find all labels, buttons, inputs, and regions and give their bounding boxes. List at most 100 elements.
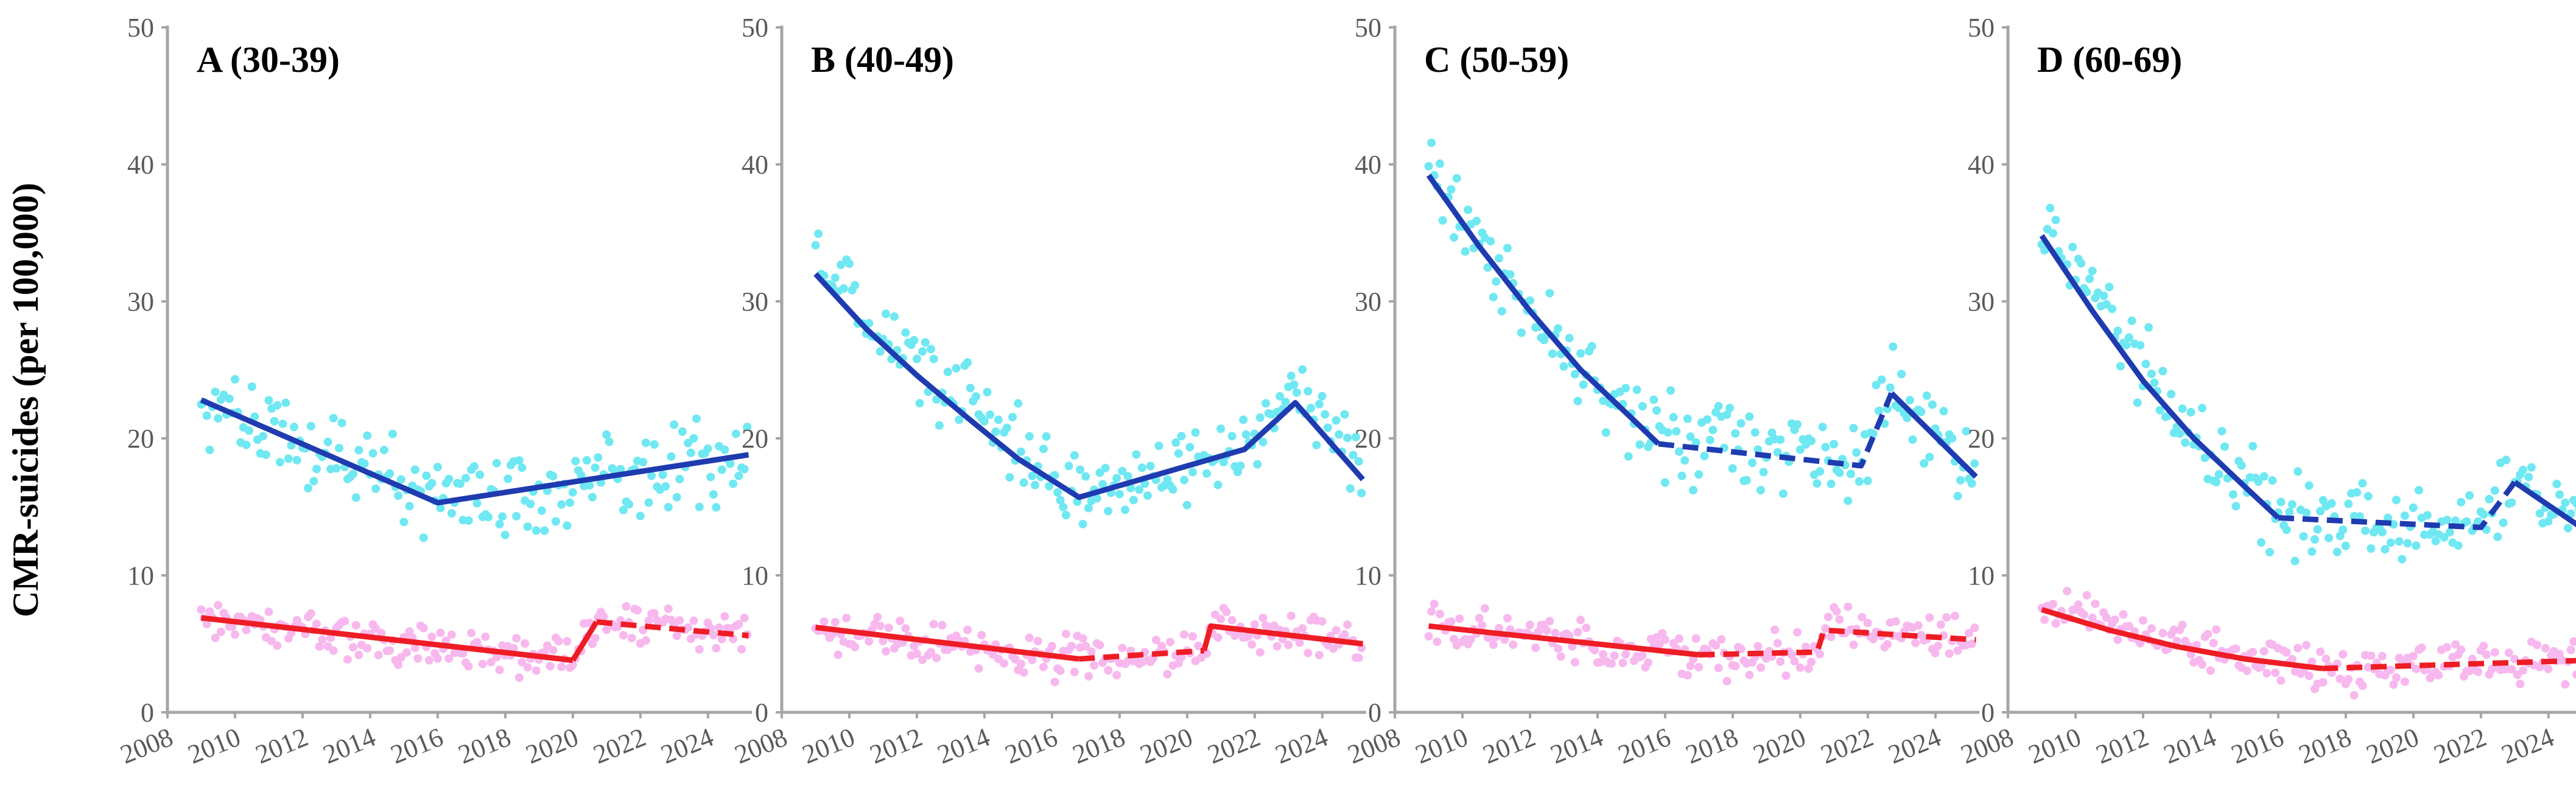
data-point xyxy=(1492,277,1501,286)
data-point xyxy=(952,363,961,373)
data-point xyxy=(2082,591,2091,600)
data-point xyxy=(1714,402,1723,411)
data-point xyxy=(1632,385,1641,395)
data-point xyxy=(884,623,893,633)
data-point xyxy=(1248,640,1256,649)
data-point xyxy=(1554,644,1563,653)
data-point xyxy=(354,650,363,659)
data-point xyxy=(1953,646,1962,655)
y-tick-label: 40 xyxy=(127,150,154,180)
data-point xyxy=(2203,630,2213,639)
data-point xyxy=(1897,370,1906,379)
data-point xyxy=(1050,471,1059,480)
data-point xyxy=(2378,651,2387,661)
data-point xyxy=(2493,532,2502,541)
data-point xyxy=(396,475,405,484)
data-point xyxy=(1121,505,1129,514)
data-point xyxy=(729,479,738,488)
data-point xyxy=(509,644,518,653)
x-tick-label: 2020 xyxy=(2362,722,2423,770)
data-point xyxy=(2178,620,2187,630)
data-point xyxy=(1745,412,1754,421)
data-point xyxy=(1756,486,1765,495)
data-point xyxy=(1042,432,1051,441)
data-point xyxy=(214,414,223,423)
data-point xyxy=(1087,647,1096,656)
x-tick-label: 2022 xyxy=(2430,722,2491,770)
data-point xyxy=(1680,456,1690,465)
data-point xyxy=(281,398,290,407)
data-point xyxy=(865,637,874,646)
data-point xyxy=(650,609,659,618)
data-point xyxy=(1262,399,1271,408)
data-point xyxy=(2302,640,2311,650)
data-point xyxy=(2212,625,2221,634)
data-point xyxy=(876,622,885,631)
data-point xyxy=(2507,498,2516,507)
x-tick-label: 2008 xyxy=(116,722,177,770)
data-point xyxy=(500,530,510,539)
data-point xyxy=(388,429,397,438)
data-point xyxy=(318,635,327,644)
data-point xyxy=(2127,317,2136,325)
data-point xyxy=(616,465,625,474)
data-point xyxy=(901,328,910,337)
data-point xyxy=(2417,643,2426,652)
data-point xyxy=(385,469,395,478)
data-point xyxy=(1016,447,1025,456)
data-point xyxy=(2181,438,2190,447)
data-point xyxy=(901,624,910,633)
data-point xyxy=(2220,442,2229,451)
data-point xyxy=(495,519,504,528)
data-point xyxy=(551,517,560,526)
data-point xyxy=(323,437,332,446)
data-point xyxy=(1795,663,1805,672)
data-point xyxy=(261,450,270,459)
data-point xyxy=(2313,525,2322,534)
data-point xyxy=(1227,432,1237,441)
data-point xyxy=(2138,616,2147,625)
data-point xyxy=(2409,503,2418,512)
red-trend-line-dashed xyxy=(596,619,749,639)
data-point xyxy=(851,281,860,290)
data-point xyxy=(1801,642,1810,651)
data-point xyxy=(1674,634,1683,643)
data-point xyxy=(335,444,343,452)
data-point xyxy=(1028,655,1037,664)
data-point xyxy=(661,482,670,491)
data-point xyxy=(910,642,919,651)
data-point xyxy=(2167,390,2176,399)
data-point xyxy=(1438,216,1447,225)
data-point xyxy=(2124,333,2133,342)
data-point xyxy=(464,516,473,525)
data-point xyxy=(484,513,493,522)
data-point xyxy=(2440,533,2449,542)
data-point xyxy=(876,347,885,356)
data-point xyxy=(1576,349,1585,358)
y-tick-label: 20 xyxy=(1355,424,1381,454)
data-point xyxy=(1236,461,1245,470)
data-point xyxy=(740,613,749,622)
data-point xyxy=(839,284,848,293)
data-point xyxy=(734,471,743,480)
data-point xyxy=(1298,365,1307,374)
data-point xyxy=(1570,658,1579,667)
data-point xyxy=(1911,639,1920,647)
data-point xyxy=(363,431,372,440)
data-point xyxy=(929,354,938,363)
data-point xyxy=(514,456,524,465)
data-point xyxy=(2063,586,2072,595)
data-point xyxy=(1427,138,1436,147)
data-point xyxy=(1793,628,1802,637)
data-point xyxy=(1202,649,1211,658)
data-point xyxy=(963,358,972,367)
data-point xyxy=(1135,485,1144,494)
data-point xyxy=(2217,427,2227,436)
red-trend-line-solid xyxy=(815,625,1079,662)
data-point xyxy=(1480,604,1489,613)
data-point xyxy=(270,416,279,426)
data-point xyxy=(938,621,947,630)
data-point xyxy=(1433,637,1442,647)
data-point xyxy=(1118,466,1127,475)
data-point xyxy=(1478,621,1487,630)
